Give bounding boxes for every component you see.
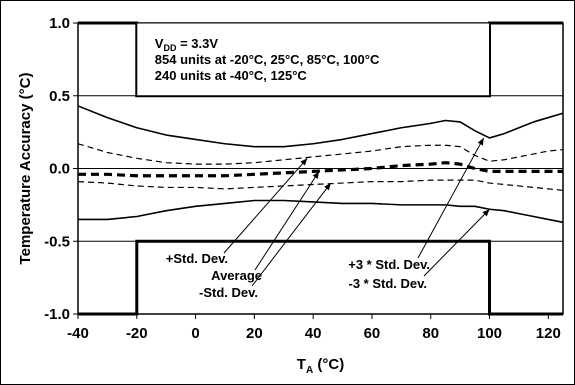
- annotation-arrowhead: [300, 158, 308, 166]
- x-tick-label: 120: [536, 325, 561, 342]
- series-line-2: [77, 143, 564, 165]
- annotation-label: -Std. Dev.: [199, 285, 258, 300]
- annotation-layer: +Std. Dev. Average -Std. Dev. +3 * Std. Dev…: [166, 137, 490, 300]
- tick-layer: 1.0 0.5 0.0 -0.5 -1.0 -40 -20 0 20 40 60 80 100 120: [44, 15, 561, 342]
- annotation-label: +3 * Std. Dev.: [348, 257, 430, 272]
- x-tick-label: 20: [246, 325, 263, 342]
- annotation-arrowhead: [312, 171, 320, 179]
- y-tick-label: -1.0: [44, 306, 70, 323]
- x-tick-label: 40: [305, 325, 322, 342]
- y-tick-label: 0.5: [49, 88, 70, 105]
- annotation-arrowhead: [477, 137, 484, 146]
- x-tick-label: 100: [477, 325, 502, 342]
- info-units-line-1: 854 units at -20°C, 25°C, 85°C, 100°C: [155, 52, 380, 67]
- info-vdd-value: = 3.3V: [176, 36, 218, 51]
- x-axis-title-subscript: A: [306, 365, 313, 376]
- info-units-line-2: 240 units at -40°C, 125°C: [155, 68, 308, 83]
- info-vdd-line: VDD = 3.3V: [155, 36, 219, 53]
- series-line-1: [77, 105, 564, 148]
- annotation-leader: [251, 182, 332, 287]
- x-axis-title-unit: (°C): [313, 356, 344, 373]
- annotation-arrowhead: [324, 183, 331, 191]
- info-box: VDD = 3.3V 854 units at -20°C, 25°C, 85°…: [136, 22, 491, 97]
- annotation-leader: [423, 208, 490, 277]
- y-tick-label: 1.0: [49, 15, 70, 32]
- x-axis-title-main: T: [297, 356, 306, 373]
- x-tick-label: -20: [126, 325, 148, 342]
- annotation-leader: [223, 157, 308, 254]
- x-tick-label: -40: [67, 325, 89, 342]
- y-axis-title: Temperature Accuracy (°C): [17, 73, 34, 265]
- x-tick-label: 60: [364, 325, 381, 342]
- series-line-4: [77, 179, 564, 191]
- y-tick-label: -0.5: [44, 233, 70, 250]
- annotation-arrowhead: [482, 209, 490, 217]
- info-box-frame: [136, 22, 491, 97]
- y-tick-label: 0.0: [49, 161, 70, 178]
- annotation-label: +Std. Dev.: [166, 251, 228, 266]
- x-tick-label: 0: [191, 325, 199, 342]
- x-tick-label: 80: [422, 325, 439, 342]
- series-layer: [77, 105, 564, 224]
- annotation-label: -3 * Std. Dev.: [348, 276, 427, 291]
- annotation-label: Average: [211, 268, 262, 283]
- info-vdd-subscript: DD: [163, 43, 176, 53]
- series-line-5: [78, 199, 564, 224]
- annotation-leader: [254, 171, 320, 271]
- x-axis-title: TA (°C): [297, 356, 344, 376]
- annotation-leader: [417, 137, 485, 259]
- info-vdd-label: V: [155, 36, 164, 51]
- series-line-3: [78, 161, 563, 178]
